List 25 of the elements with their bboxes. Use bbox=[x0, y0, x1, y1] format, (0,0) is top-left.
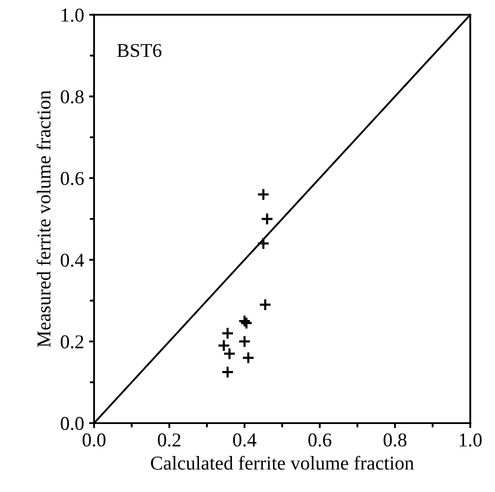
y-tick-label: 1.0 bbox=[62, 8, 84, 22]
y-tick-label: 0.4 bbox=[60, 254, 84, 267]
x-tick-label: 0.2 bbox=[158, 433, 180, 447]
point bbox=[223, 347, 236, 360]
point bbox=[256, 237, 270, 250]
y-tick-label: 0.2 bbox=[60, 335, 84, 348]
y-tick-label: 0.8 bbox=[60, 90, 84, 104]
point bbox=[221, 366, 234, 378]
x-axis-title: Calculated ferrite volume fraction bbox=[150, 456, 414, 470]
point bbox=[260, 212, 274, 226]
x-tick-label: 0.6 bbox=[308, 433, 332, 447]
point bbox=[221, 326, 234, 340]
point bbox=[258, 298, 272, 312]
x-tick-label: 0.8 bbox=[384, 433, 406, 447]
y-axis-title: Measured ferrite volume fraction bbox=[36, 90, 51, 348]
point bbox=[242, 351, 255, 364]
y-tick-label: 0.6 bbox=[60, 172, 84, 186]
point bbox=[217, 339, 230, 352]
x-tick-label: 0.4 bbox=[233, 433, 256, 447]
x-tick-label: 1.0 bbox=[460, 433, 482, 447]
y-tick-label: 0.0 bbox=[60, 416, 84, 430]
point bbox=[256, 188, 270, 201]
annotation: BST6 bbox=[117, 44, 162, 58]
x-tick-label: 0.0 bbox=[82, 433, 106, 447]
point bbox=[238, 335, 251, 348]
